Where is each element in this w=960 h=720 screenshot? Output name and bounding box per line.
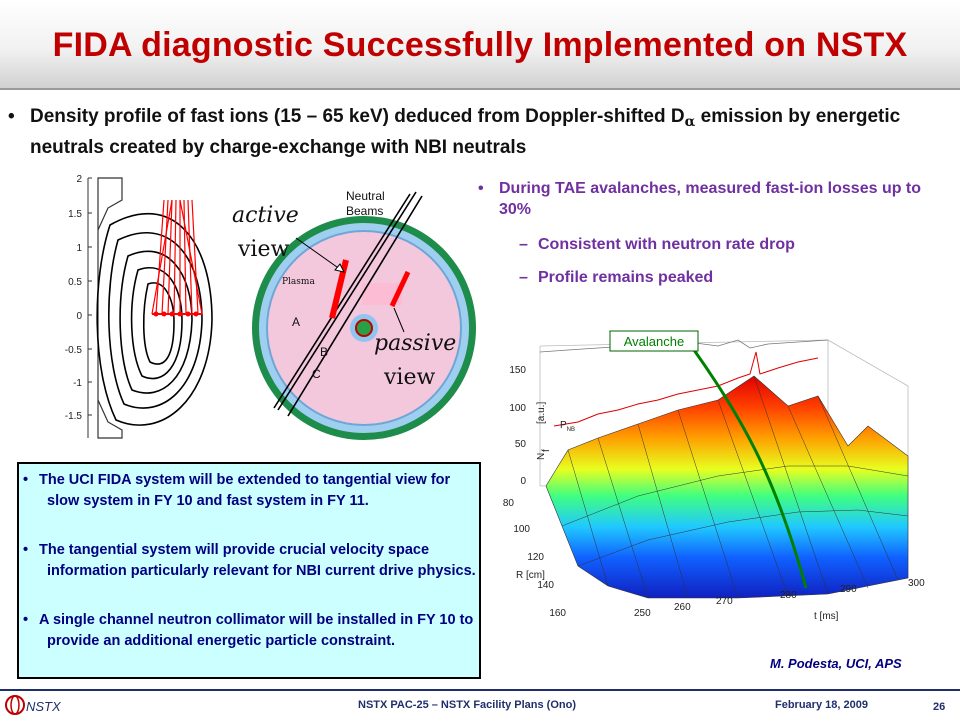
z-tick: 0 (520, 476, 526, 487)
passive-view-arrow (393, 307, 405, 333)
title-divider (0, 88, 960, 90)
page-number: 26 (933, 701, 946, 713)
surface-plot: Avalanche 150 100 50 0 N f [a.u.] PNB 80… (503, 330, 925, 622)
flux-ytick: 1 (76, 243, 82, 254)
footer-date: February 18, 2009 (775, 699, 868, 711)
active-view-label-line1: active (232, 203, 299, 228)
p-label: P (560, 420, 567, 431)
t-tick: 270 (716, 596, 733, 607)
z-tick: 50 (515, 439, 527, 450)
dash: – (519, 236, 528, 253)
z-axis-units: [a.u.] (536, 402, 547, 424)
info-item-text: A single channel neutron collimator will… (39, 612, 474, 649)
neutron-trace (539, 339, 829, 353)
fida-chord-markers (153, 311, 199, 317)
main-bullet-text-part2: emission by energetic neutrals created b… (30, 106, 901, 158)
active-view-arrow (295, 237, 345, 273)
plasma-label: Plasma (282, 277, 315, 287)
nstx-logo-icon (5, 695, 25, 715)
t-tick: 290 (840, 584, 857, 595)
passive-view-region (362, 283, 402, 305)
avalanche-line (692, 349, 808, 589)
bullet-dot: • (23, 472, 29, 488)
neutral-beam-lines (273, 191, 423, 417)
topview-diagram: Neutral Beams active view Plasma passive… (232, 189, 476, 440)
vessel-wall (97, 177, 123, 439)
flux-ytick: 2 (76, 174, 82, 185)
fida-chords (151, 199, 203, 315)
r-tick: 80 (503, 498, 515, 509)
t-tick: 260 (674, 602, 691, 613)
chord-label-a: A (292, 315, 300, 329)
active-view-label-line2: view (237, 237, 289, 262)
z-tick: 100 (509, 403, 526, 414)
surface-mesh (561, 375, 909, 599)
p-subscript: NB (567, 427, 575, 433)
footer-center-text: NSTX PAC-25 – NSTX Facility Plans (Ono) (358, 699, 577, 711)
nbi-power-trace (553, 351, 819, 427)
center-column (355, 319, 373, 337)
credit-text: M. Podesta, UCI, APS (770, 656, 902, 671)
flux-surface-plot: 2 1.5 1 0.5 0 -0.5 -1 -1.5 (65, 174, 213, 439)
flux-plot-axis (87, 177, 92, 438)
z-tick: 150 (509, 365, 526, 376)
bullet-dot: • (8, 106, 15, 127)
info-box: • The UCI FIDA system will be extended t… (17, 462, 481, 679)
r-tick: 120 (527, 552, 544, 563)
chord-label-c: C (312, 367, 321, 381)
active-view-arrowhead (334, 263, 345, 273)
r-axis-label: R [cm] (516, 570, 545, 581)
avalanche-label: Avalanche (624, 334, 684, 349)
flux-ytick: 1.5 (68, 209, 82, 220)
flux-ytick: 0.5 (68, 277, 82, 288)
z-axis-label: N (536, 453, 547, 460)
r-tick: 160 (549, 608, 566, 619)
flux-ytick: -0.5 (65, 345, 83, 356)
passive-view-label-line2: view (383, 365, 435, 390)
flux-ytick: 0 (76, 311, 82, 322)
z-axis-subscript: f (541, 449, 552, 452)
active-view-chord (329, 259, 349, 319)
r-tick: 140 (537, 580, 554, 591)
flux-ytick: -1 (73, 378, 82, 389)
footer-divider (0, 689, 960, 691)
info-item-text: The tangential system will provide cruci… (39, 542, 476, 579)
t-tick: 250 (634, 608, 651, 619)
tae-bullet-text: During TAE avalanches, measured fast-ion… (499, 180, 922, 218)
bullet-dot: • (23, 612, 29, 628)
t-tick: 280 (780, 590, 797, 601)
fast-ion-surface (545, 375, 909, 599)
alpha-subscript: α (684, 114, 696, 130)
passive-view-label-line1: passive (374, 331, 456, 356)
slide-title: FIDA diagnostic Successfully Implemented… (52, 26, 908, 64)
bullet-dot: • (23, 542, 29, 558)
t-axis-label: t [ms] (814, 611, 839, 622)
neutral-beams-label-line2: Beams (346, 204, 383, 218)
info-item-text: The UCI FIDA system will be extended to … (39, 472, 451, 509)
footer-logo-text: NSTX (26, 699, 61, 714)
sub-bullet-text: Profile remains peaked (538, 269, 714, 286)
bullet-dot: • (478, 180, 484, 197)
avalanche-label-box (609, 330, 699, 352)
passive-view-chord (389, 270, 411, 308)
dash: – (519, 269, 528, 286)
r-tick: 100 (513, 524, 530, 535)
main-bullet-text-part1: Density profile of fast ions (15 – 65 ke… (30, 106, 685, 127)
main-bullet-text: Density profile of fast ions (15 – 65 ke… (30, 104, 950, 160)
title-bar (0, 0, 960, 90)
neutral-beams-label-line1: Neutral (346, 189, 385, 203)
flux-ytick: -1.5 (65, 411, 83, 422)
chord-label-b: B (320, 345, 328, 359)
sub-bullet-text: Consistent with neutron rate drop (538, 236, 795, 253)
t-tick: 300 (908, 578, 925, 589)
p-nb-label: PNB (560, 420, 575, 433)
